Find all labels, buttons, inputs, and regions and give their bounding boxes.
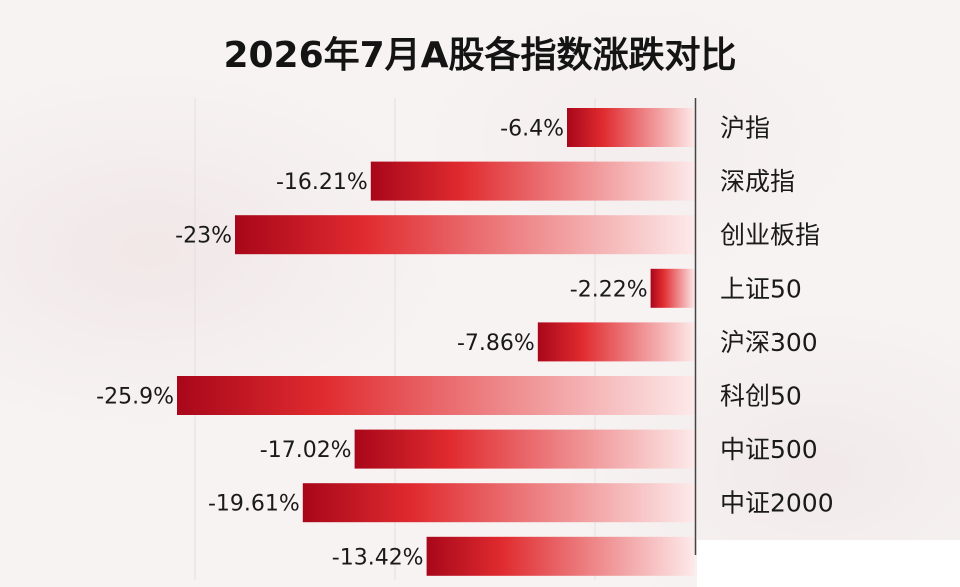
bar: [235, 215, 695, 255]
data-label: -2.22%: [570, 277, 648, 302]
category-label: 上证50: [720, 274, 802, 303]
category-label: 沪指: [720, 114, 770, 143]
bar: [354, 429, 695, 469]
category-label: 创业板指: [720, 221, 820, 250]
category-label: 中证2000: [720, 489, 834, 518]
blank-corner: [697, 540, 960, 587]
category-label: 沪深300: [720, 328, 818, 357]
bar: [370, 161, 695, 201]
bar: [177, 376, 695, 415]
category-label: 科创50: [720, 382, 802, 411]
bar: [537, 322, 695, 362]
category-label: 中证500: [720, 435, 818, 464]
bar: [426, 536, 695, 576]
data-label: -25.9%: [96, 385, 174, 410]
bar: [302, 483, 695, 523]
category-label: 深成指: [720, 167, 795, 196]
data-label: -17.02%: [260, 438, 352, 463]
data-label: -7.86%: [457, 331, 535, 356]
data-label: -6.4%: [500, 117, 564, 142]
data-label: -19.61%: [208, 492, 300, 517]
data-label: -23%: [175, 224, 232, 249]
data-label: -13.42%: [332, 545, 424, 570]
data-label: -16.21%: [276, 170, 368, 195]
bar: [567, 108, 695, 147]
bar: [650, 268, 695, 308]
chart-title: 2026年7月A股各指数涨跌对比: [223, 35, 737, 76]
